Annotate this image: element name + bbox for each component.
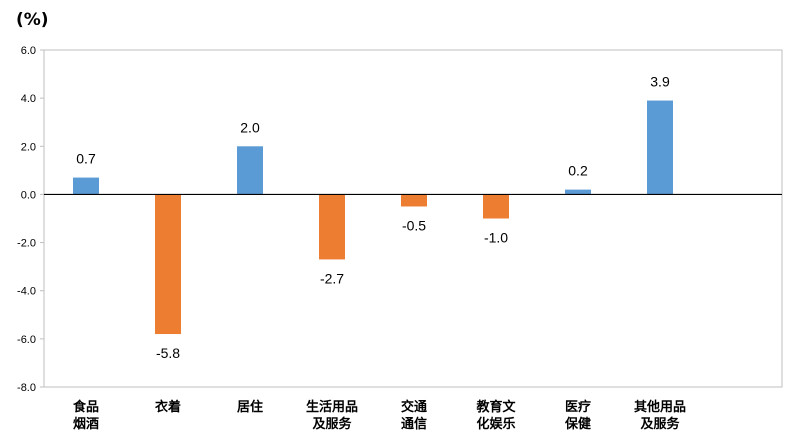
bar bbox=[565, 189, 591, 195]
category-label: 衣着 bbox=[155, 399, 181, 415]
y-tick-label: -6.0 bbox=[17, 334, 36, 346]
data-label: 2.0 bbox=[240, 119, 260, 135]
y-tick-label: -4.0 bbox=[17, 286, 36, 298]
data-label: -1.0 bbox=[484, 230, 508, 246]
y-unit-label: (%) bbox=[16, 10, 49, 30]
y-tick-label: -8.0 bbox=[17, 382, 36, 394]
category-label: 生活用品及服务 bbox=[306, 399, 358, 432]
bar bbox=[319, 194, 345, 260]
category-label: 医疗保健 bbox=[564, 399, 591, 432]
bar bbox=[401, 194, 427, 207]
y-tick-label: -2.0 bbox=[17, 238, 36, 250]
data-label: -5.8 bbox=[156, 345, 180, 361]
data-label: 0.7 bbox=[76, 151, 96, 167]
category-label: 居住 bbox=[237, 399, 263, 415]
bar bbox=[155, 194, 181, 335]
y-tick-label: 4.0 bbox=[21, 93, 36, 105]
y-tick-label: 2.0 bbox=[21, 141, 36, 153]
data-label: -2.7 bbox=[320, 270, 344, 286]
bar bbox=[647, 100, 673, 195]
data-label: 3.9 bbox=[650, 74, 670, 90]
data-label: 0.2 bbox=[568, 163, 588, 179]
category-label: 其他用品及服务 bbox=[634, 399, 686, 432]
plot-frame bbox=[43, 49, 783, 388]
data-label: -0.5 bbox=[402, 217, 426, 233]
y-tick-label: 0.0 bbox=[21, 189, 36, 201]
y-tick-label: 6.0 bbox=[21, 45, 36, 57]
bar bbox=[483, 194, 509, 219]
category-label: 教育文化娱乐 bbox=[475, 399, 516, 432]
category-label: 食品烟酒 bbox=[73, 399, 99, 432]
bar bbox=[73, 177, 99, 195]
bar bbox=[237, 146, 263, 195]
category-label: 交通通信 bbox=[401, 399, 427, 432]
